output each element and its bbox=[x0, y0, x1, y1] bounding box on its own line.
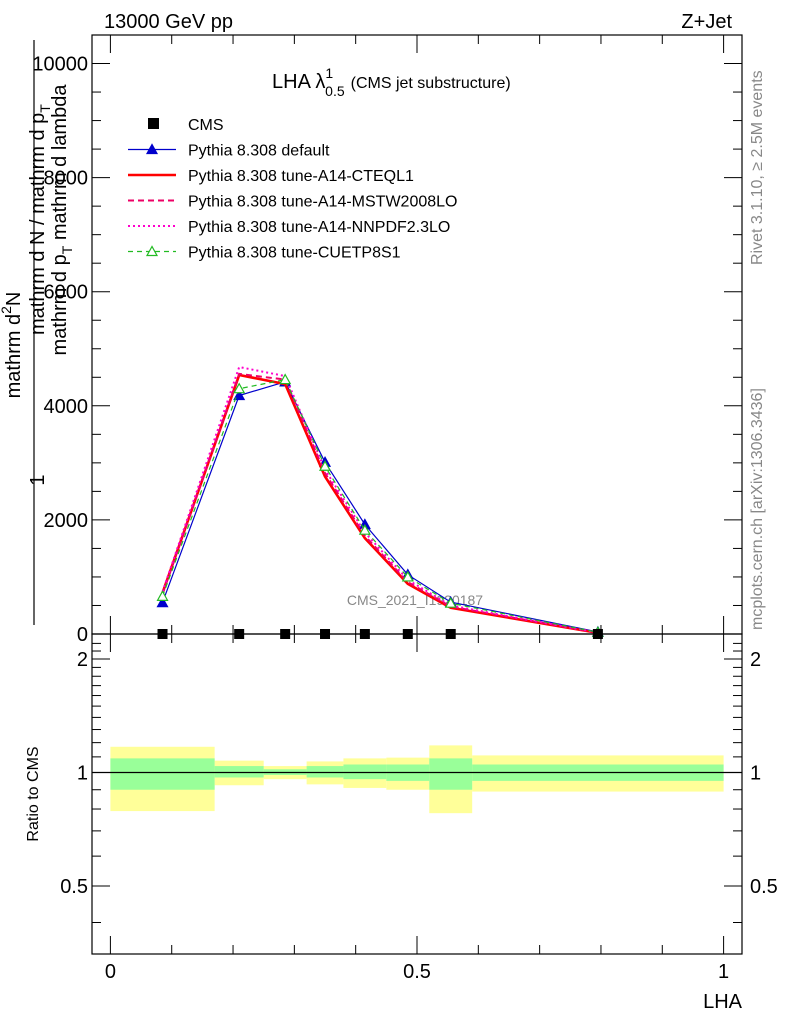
series-line bbox=[161, 372, 599, 634]
legend-label: Pythia 8.308 tune-CUETP8S1 bbox=[188, 245, 401, 262]
x-tick-label: 1 bbox=[718, 961, 729, 983]
y-tick-label: 8000 bbox=[44, 168, 89, 190]
ratio-y-tick-label-right: 1 bbox=[750, 762, 761, 784]
ratio-y-tick-label: 1 bbox=[77, 762, 88, 784]
legend-marker bbox=[148, 118, 159, 129]
mcplots-label: mcplots.cern.ch [arXiv:1306.3436] bbox=[749, 388, 766, 630]
rivet-label: Rivet 3.1.10, ≥ 2.5M events bbox=[749, 70, 766, 265]
svg-text:mathrm d pT mathrm d lambda: mathrm d pT mathrm d lambda bbox=[49, 84, 75, 356]
ratio-y-tick-labels: 0.5 0.5 1 1 2 2 bbox=[60, 649, 778, 898]
series-point bbox=[444, 596, 457, 608]
legend-label: CMS bbox=[188, 117, 224, 134]
ratio-y-tick-label: 2 bbox=[77, 649, 88, 671]
series-line bbox=[161, 381, 599, 633]
header-left: 13000 GeV pp bbox=[104, 11, 233, 33]
y-tick-label: 2000 bbox=[44, 510, 89, 532]
main-y-tick-labels: 0 2000 4000 6000 8000 10000 bbox=[32, 54, 88, 646]
ratio-ticks bbox=[92, 634, 742, 954]
legend: CMS Pythia 8.308 default Pythia 8.308 tune… bbox=[128, 117, 457, 262]
series-point bbox=[233, 382, 246, 394]
legend-label: Pythia 8.308 default bbox=[188, 143, 330, 160]
legend-label: Pythia 8.308 tune-A14-MSTW2008LO bbox=[188, 194, 457, 211]
ratio-bands bbox=[92, 745, 742, 814]
watermark: CMS_2021_I1920187 bbox=[347, 592, 483, 608]
series-point bbox=[156, 590, 169, 601]
series-line bbox=[161, 365, 599, 634]
ratio-y-tick-label-right: 2 bbox=[750, 649, 761, 671]
stat-uncertainty-band bbox=[110, 758, 215, 790]
plot-title: LHA λ1 0.5 (CMS jet substructure) bbox=[272, 65, 511, 99]
x-axis-label: LHA bbox=[703, 991, 743, 1013]
x-tick-labels: 0 0.5 1 bbox=[105, 961, 729, 983]
series-point bbox=[156, 596, 169, 608]
y-tick-label: 4000 bbox=[44, 396, 89, 418]
svg-text:mathrm d2N: mathrm d2N bbox=[0, 292, 25, 399]
main-y-axis-label: 1 mathrm d N / mathrm d pT mathrm d2N ma… bbox=[0, 40, 75, 625]
x-tick-label: 0 bbox=[105, 961, 116, 983]
y-tick-label: 6000 bbox=[44, 282, 89, 304]
ratio-y-tick-label-right: 0.5 bbox=[750, 876, 778, 898]
stat-uncertainty-band bbox=[343, 764, 387, 780]
legend-marker bbox=[145, 245, 159, 257]
main-ticks bbox=[92, 34, 742, 635]
stat-uncertainty-band bbox=[429, 758, 473, 790]
series-point bbox=[401, 570, 414, 582]
series-layer bbox=[156, 365, 604, 639]
ratio-y-axis-label: Ratio to CMS bbox=[25, 746, 42, 841]
legend-marker bbox=[145, 143, 159, 155]
series-line bbox=[161, 373, 599, 635]
stat-uncertainty-band bbox=[214, 766, 264, 778]
svg-text:1: 1 bbox=[27, 474, 49, 485]
svg-text:mathrm d N / mathrm d pT: mathrm d N / mathrm d pT bbox=[27, 104, 53, 335]
x-tick-label: 0.5 bbox=[403, 961, 431, 983]
series-line bbox=[161, 378, 599, 633]
series-point bbox=[279, 373, 292, 385]
ratio-y-tick-label: 0.5 bbox=[60, 876, 88, 898]
series-point bbox=[318, 460, 332, 471]
legend-label: Pythia 8.308 tune-A14-CTEQL1 bbox=[188, 168, 414, 185]
y-tick-label: 10000 bbox=[32, 54, 88, 76]
header-right: Z+Jet bbox=[681, 11, 732, 33]
stat-uncertainty-band bbox=[306, 766, 344, 778]
y-tick-label: 0 bbox=[77, 624, 88, 646]
series-point bbox=[358, 523, 371, 535]
series-point bbox=[233, 389, 246, 401]
legend-label: Pythia 8.308 tune-A14-NNPDF2.3LO bbox=[188, 219, 450, 236]
